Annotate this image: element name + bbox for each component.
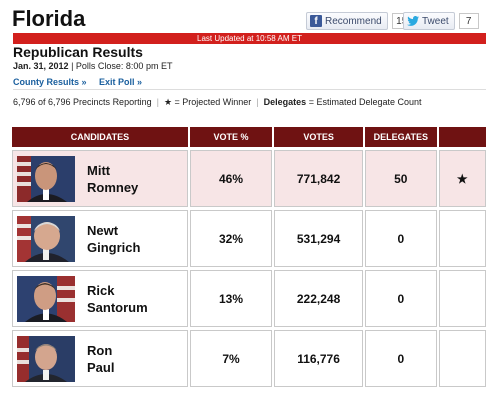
- results-table: CANDIDATES VOTE % VOTES DELEGATES: [12, 127, 486, 387]
- page-title: Florida: [12, 6, 86, 31]
- candidate-photo: [17, 155, 75, 202]
- facebook-recommend: f Recommend 15: [306, 12, 412, 30]
- divider: [13, 89, 486, 90]
- candidate-photo: [17, 215, 75, 262]
- candidate-row: Rick Santorum 13% 222,248 0: [12, 270, 486, 327]
- candidate-name: Rick Santorum: [87, 282, 148, 316]
- vote-count: 116,776: [274, 330, 364, 387]
- header-vote-pct: VOTE %: [189, 127, 273, 147]
- facebook-icon: f: [310, 15, 322, 27]
- candidate-first-name: Rick: [87, 282, 115, 298]
- election-meta: Jan. 31, 2012 | Polls Close: 8:00 pm ET: [13, 61, 172, 71]
- header-delegates: DELEGATES: [365, 127, 437, 147]
- vote-count: 222,248: [274, 270, 364, 327]
- tweet-count: 7: [458, 13, 479, 29]
- legend-delegates-label: Delegates: [263, 97, 307, 107]
- delegate-count: 0: [365, 210, 437, 267]
- candidate-last-name: Gingrich: [87, 239, 141, 255]
- candidate-name: Newt Gingrich: [87, 222, 140, 256]
- candidate-last-name: Santorum: [87, 299, 148, 315]
- candidate-row: Mitt Romney 46% 771,842 50 ★: [12, 150, 486, 207]
- delegate-count: 50: [365, 150, 437, 207]
- vote-count: 771,842: [274, 150, 364, 207]
- legend-separator: |: [156, 97, 159, 107]
- candidate-first-name: Mitt: [87, 162, 111, 178]
- projected-winner-star-icon: ★: [438, 150, 486, 207]
- polls-close: Polls Close: 8:00 pm ET: [75, 61, 173, 71]
- vote-pct: 32%: [189, 210, 273, 267]
- county-results-link[interactable]: County Results »: [13, 77, 87, 87]
- header-winner: [438, 127, 486, 147]
- projected-winner-cell: [438, 210, 486, 267]
- vote-pct: 46%: [189, 150, 273, 207]
- candidate-first-name: Newt: [87, 222, 119, 238]
- tweet-label: Tweet: [422, 15, 449, 27]
- projected-winner-cell: [438, 270, 486, 327]
- candidate-cell: Rick Santorum: [12, 270, 188, 327]
- projected-winner-cell: [438, 330, 486, 387]
- candidate-last-name: Paul: [87, 359, 115, 375]
- recommend-label: Recommend: [325, 15, 382, 27]
- results-header-row: CANDIDATES VOTE % VOTES DELEGATES: [12, 127, 486, 147]
- legend-separator: |: [256, 97, 259, 107]
- candidate-cell: Newt Gingrich: [12, 210, 188, 267]
- vote-pct: 13%: [189, 270, 273, 327]
- candidate-photo: [17, 275, 75, 322]
- delegate-count: 0: [365, 330, 437, 387]
- meta-separator: |: [71, 61, 76, 71]
- vote-pct: 7%: [189, 330, 273, 387]
- precincts-reporting: 6,796 of 6,796 Precincts Reporting: [13, 97, 152, 107]
- candidate-photo: [17, 335, 75, 382]
- results-subtitle: Republican Results: [13, 44, 143, 60]
- twitter-bird-icon: [407, 15, 419, 27]
- candidate-cell: Mitt Romney: [12, 150, 188, 207]
- election-date: Jan. 31, 2012: [13, 61, 69, 71]
- candidate-name: Ron Paul: [87, 342, 114, 376]
- candidate-first-name: Ron: [87, 342, 113, 358]
- candidate-row: Ron Paul 7% 116,776 0: [12, 330, 486, 387]
- header-candidates: CANDIDATES: [12, 127, 188, 147]
- candidate-cell: Ron Paul: [12, 330, 188, 387]
- legend-winner: ★ = Projected Winner: [163, 97, 252, 107]
- exit-poll-link[interactable]: Exit Poll »: [99, 77, 143, 87]
- legend-delegates-text: = Estimated Delegate Count: [308, 97, 422, 107]
- tweet-button[interactable]: Tweet: [403, 12, 455, 30]
- candidate-last-name: Romney: [87, 179, 139, 195]
- header-votes: VOTES: [274, 127, 364, 147]
- recommend-button[interactable]: f Recommend: [306, 12, 388, 30]
- last-updated-bar: Last Updated at 10:58 AM ET: [13, 33, 486, 44]
- legend: 6,796 of 6,796 Precincts Reporting | ★ = P…: [13, 97, 422, 108]
- delegate-count: 0: [365, 270, 437, 327]
- candidate-name: Mitt Romney: [87, 162, 138, 196]
- candidate-row: Newt Gingrich 32% 531,294 0: [12, 210, 486, 267]
- twitter-tweet: Tweet 7: [403, 12, 479, 30]
- result-links: County Results » Exit Poll »: [13, 77, 152, 87]
- vote-count: 531,294: [274, 210, 364, 267]
